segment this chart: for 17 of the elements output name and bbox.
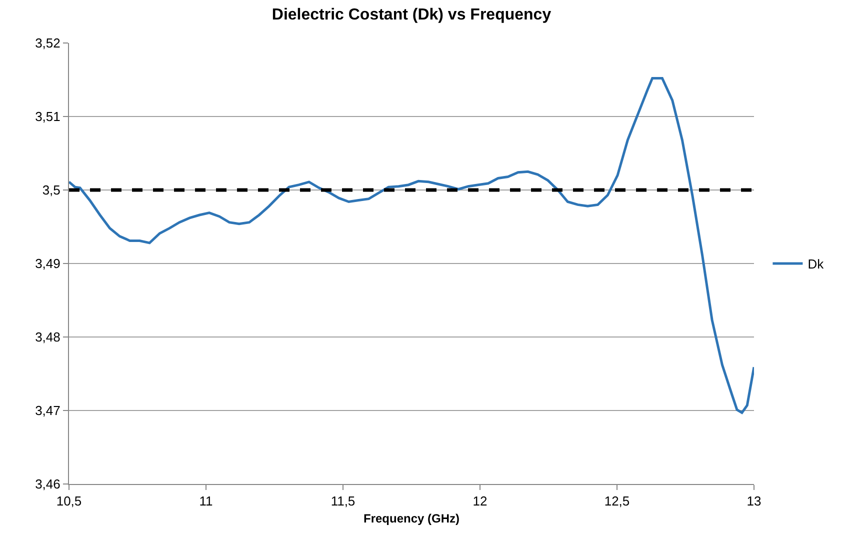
y-tick-label: 3,48 [35, 330, 60, 345]
chart-title: Dielectric Costant (Dk) vs Frequency [272, 6, 552, 24]
y-tick-label: 3,47 [35, 403, 60, 418]
y-tick-label: 3,52 [35, 36, 60, 51]
y-tick-label: 3,46 [35, 476, 60, 492]
x-tick-label: 12 [472, 494, 488, 509]
y-tick-label: 3,5 [42, 182, 60, 198]
x-tick-label: 13 [746, 494, 762, 509]
y-tick-label: 3,51 [35, 109, 60, 124]
line-series [69, 77, 754, 414]
x-axis-title: Frequency (GHz) [363, 512, 460, 526]
y-tick-label: 3,49 [35, 256, 60, 272]
x-tick-label: 11 [199, 494, 213, 509]
x-tick-label: 12,5 [604, 494, 630, 509]
x-tick-label: 10,5 [56, 494, 82, 509]
x-tick-label: 11,5 [330, 494, 356, 509]
legend-label: Dk [808, 256, 824, 272]
